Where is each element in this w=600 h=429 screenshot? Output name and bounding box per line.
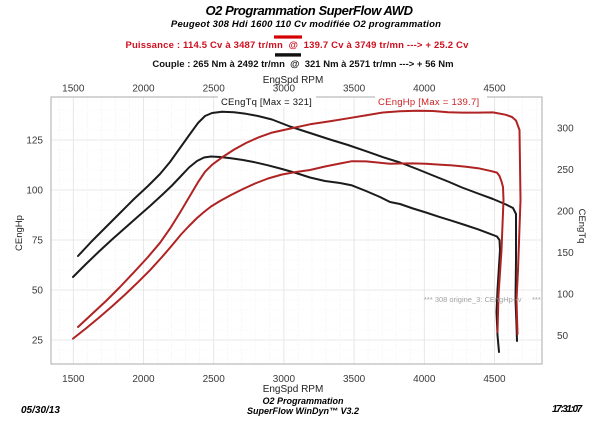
- svg-text:2000: 2000: [132, 374, 155, 385]
- svg-text:4000: 4000: [413, 84, 436, 95]
- svg-text:CEngTq [Max = 321]: CEngTq [Max = 321]: [221, 97, 312, 108]
- svg-text:100: 100: [557, 289, 574, 300]
- svg-text:4500: 4500: [483, 374, 506, 385]
- svg-text:250: 250: [557, 165, 574, 176]
- svg-text:2500: 2500: [203, 84, 226, 95]
- svg-text:EngSpd RPM: EngSpd RPM: [263, 75, 324, 86]
- svg-text:4500: 4500: [483, 84, 506, 95]
- svg-text:***: ***: [532, 295, 541, 304]
- svg-text:1500: 1500: [62, 374, 85, 385]
- svg-text:300: 300: [557, 123, 574, 134]
- svg-text:2500: 2500: [203, 374, 226, 385]
- svg-text:50: 50: [32, 286, 44, 297]
- svg-text:4000: 4000: [413, 374, 436, 385]
- svg-text:CEngHp: CEngHp: [14, 215, 25, 251]
- svg-text:25: 25: [32, 336, 44, 347]
- svg-text:1500: 1500: [62, 84, 85, 95]
- svg-text:150: 150: [557, 248, 574, 259]
- svg-text:EngSpd RPM: EngSpd RPM: [263, 384, 324, 395]
- svg-text:2000: 2000: [132, 84, 155, 95]
- svg-text:CEngHp [Max = 139.7]: CEngHp [Max = 139.7]: [378, 97, 479, 108]
- svg-text:125: 125: [26, 136, 43, 147]
- svg-text:3000: 3000: [273, 84, 296, 95]
- svg-text:200: 200: [557, 206, 574, 217]
- svg-text:100: 100: [26, 186, 43, 197]
- svg-text:3000: 3000: [273, 374, 296, 385]
- svg-text:*** 308 origine_3: CEngHp--v: *** 308 origine_3: CEngHp--v: [424, 295, 522, 304]
- svg-text:50: 50: [557, 331, 569, 342]
- svg-text:75: 75: [32, 236, 44, 247]
- svg-text:3500: 3500: [343, 374, 366, 385]
- svg-text:3500: 3500: [343, 84, 366, 95]
- svg-text:CEngTq: CEngTq: [576, 209, 587, 244]
